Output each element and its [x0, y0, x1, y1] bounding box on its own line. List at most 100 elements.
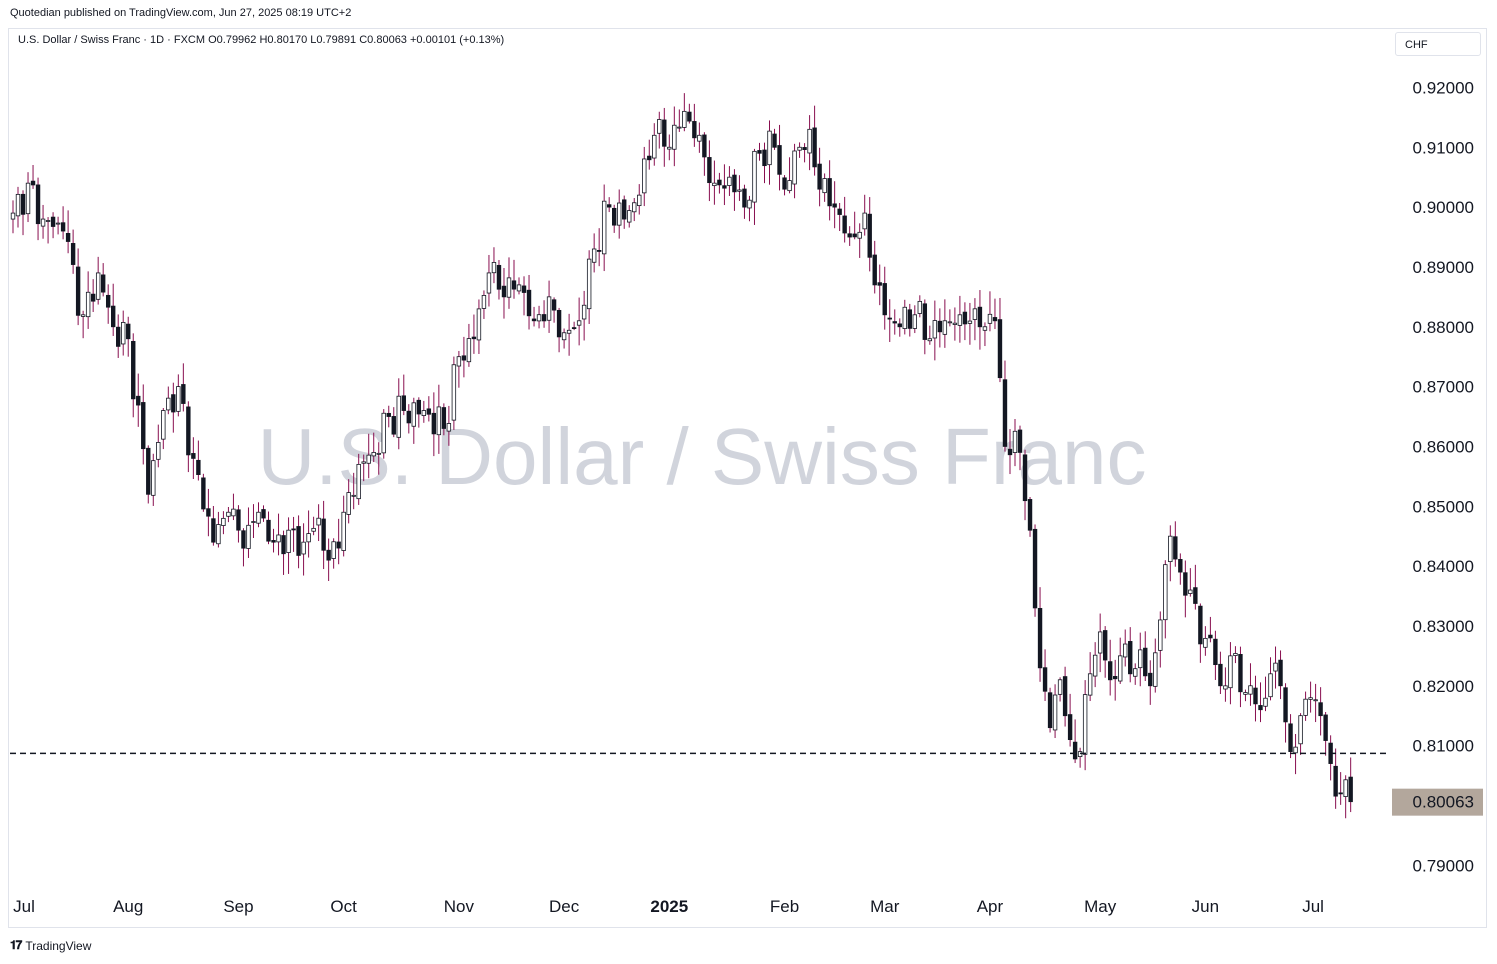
candle-body: [657, 119, 662, 134]
candle-body: [376, 452, 381, 455]
candle: [617, 189, 622, 239]
candle: [662, 107, 667, 167]
candle: [1062, 666, 1068, 727]
high-value: H0.80170: [259, 34, 308, 46]
candle: [772, 128, 777, 150]
candle: [1203, 626, 1208, 656]
x-tick-label: Nov: [444, 897, 475, 916]
candle-body: [982, 326, 988, 331]
candle: [802, 143, 807, 163]
currency-selector[interactable]: CHF: [1395, 32, 1481, 56]
candle: [196, 440, 201, 481]
candle: [762, 142, 767, 184]
candle: [206, 488, 211, 537]
candle-body: [306, 533, 311, 543]
candle-body: [1313, 699, 1318, 702]
candle-body: [1178, 559, 1183, 573]
candle-body: [1052, 694, 1058, 731]
candle-body: [566, 329, 572, 334]
candle-body: [100, 274, 106, 293]
candle-body: [1213, 638, 1218, 666]
candle-body: [862, 212, 867, 230]
candle: [982, 322, 988, 347]
candle-body: [541, 314, 547, 322]
candle-body: [792, 150, 797, 185]
candle: [612, 204, 617, 233]
candle: [456, 350, 462, 388]
candle: [692, 103, 697, 147]
candle: [261, 505, 266, 522]
candle-body: [827, 178, 832, 207]
candle-body: [662, 119, 667, 147]
candle-body: [797, 146, 802, 151]
candle: [817, 147, 822, 207]
y-tick-label: 0.90000: [1413, 198, 1474, 217]
x-tick-label: Jul: [13, 897, 35, 916]
candle: [1348, 757, 1353, 813]
x-tick-label: Mar: [870, 897, 900, 916]
candle-body: [1148, 672, 1153, 687]
candle: [1072, 719, 1078, 764]
candle-body: [211, 518, 216, 543]
candle: [521, 276, 527, 316]
candle-body: [1273, 662, 1278, 672]
candle: [531, 306, 537, 327]
candle: [1148, 660, 1153, 705]
candle-body: [1067, 714, 1073, 741]
candle: [396, 378, 401, 450]
candle: [491, 247, 497, 284]
candle-body: [962, 311, 968, 325]
candle-body: [902, 306, 907, 329]
candle: [947, 309, 953, 327]
candle: [436, 384, 442, 454]
candle-body: [1253, 687, 1258, 705]
candle: [1338, 772, 1343, 805]
candle-body: [105, 294, 111, 308]
x-tick-label: Aug: [113, 897, 143, 916]
open-value: O0.79962: [208, 34, 257, 46]
candle: [1208, 616, 1213, 643]
candle: [1253, 675, 1258, 722]
candle-body: [20, 193, 26, 215]
candle: [1082, 680, 1088, 771]
candle: [647, 139, 652, 170]
candle-body: [456, 356, 462, 367]
candle: [561, 328, 567, 349]
candle: [451, 356, 457, 430]
candle-body: [236, 509, 241, 531]
candle-body: [742, 188, 747, 208]
candle-body: [246, 524, 251, 549]
candle: [842, 196, 847, 243]
candle: [65, 210, 71, 254]
candle-body: [45, 220, 51, 222]
candle-body: [581, 304, 587, 320]
candle-body: [637, 194, 642, 207]
candle-body: [1123, 643, 1128, 658]
candle: [1263, 676, 1268, 712]
candle-body: [867, 213, 872, 258]
candle-body: [677, 126, 682, 129]
candle-body: [206, 508, 211, 517]
candle-body: [1263, 697, 1268, 707]
symbol-label: U.S. Dollar / Swiss Franc · 1D · FXCM: [18, 34, 206, 46]
candle: [797, 142, 802, 158]
candle-body: [1318, 702, 1323, 717]
candle-body: [707, 157, 712, 184]
y-tick-label: 0.83000: [1413, 617, 1474, 636]
candle-body: [1032, 528, 1038, 609]
candle: [316, 504, 321, 542]
candle: [1007, 429, 1013, 475]
candle-body: [291, 528, 296, 531]
y-tick-label: 0.84000: [1413, 557, 1474, 576]
candle-body: [767, 130, 772, 166]
close-value: C0.80063: [359, 34, 407, 46]
candle: [1258, 682, 1263, 723]
candle: [1188, 568, 1193, 597]
candle: [1012, 419, 1018, 467]
candle-body: [702, 134, 707, 158]
candle: [481, 290, 487, 319]
candle-body: [1128, 641, 1133, 675]
candle-body: [401, 395, 406, 411]
candle-body: [1228, 655, 1233, 689]
